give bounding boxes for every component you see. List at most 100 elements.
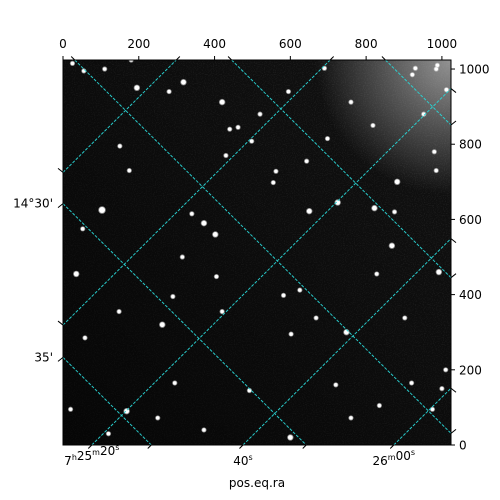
wcs-edge-tick <box>57 320 64 326</box>
wcs-edge-tick <box>389 444 395 449</box>
star <box>172 381 177 385</box>
wcs-edge-tick <box>450 88 457 93</box>
ra-grid-line <box>63 60 177 173</box>
star <box>201 220 207 226</box>
wcs-edge-tick <box>381 56 386 61</box>
star <box>73 271 79 277</box>
star <box>227 127 232 131</box>
star <box>118 144 122 148</box>
dec-grid-line <box>74 60 451 434</box>
bright-corner <box>63 60 451 445</box>
star <box>219 99 225 105</box>
wcs-edge-tick <box>227 56 232 61</box>
wcs-edge-tick <box>450 120 457 126</box>
wcs-edge-tick <box>57 168 64 173</box>
star <box>167 89 171 94</box>
star <box>434 168 439 173</box>
star <box>430 407 435 412</box>
star <box>334 383 338 387</box>
top-tick-label: 400 <box>203 37 226 51</box>
star <box>286 89 291 94</box>
ra-tick-label: 40s <box>233 453 252 468</box>
right-tick-label: 800 <box>459 138 482 152</box>
wcs-edge-tick <box>70 56 76 61</box>
star <box>249 139 254 144</box>
wcs-edge-tick <box>450 387 457 393</box>
star <box>335 200 341 205</box>
star <box>127 168 132 173</box>
right-tick-label: 1000 <box>459 63 490 77</box>
wcs-edge-tick <box>450 273 457 279</box>
right-tick-label: 600 <box>459 213 482 227</box>
star <box>236 125 240 130</box>
plot-frame <box>62 59 452 446</box>
star <box>214 274 219 279</box>
dec-grid-line <box>63 357 152 445</box>
star <box>443 368 448 372</box>
star <box>434 67 439 71</box>
ra-tick-label: 7h25m20s <box>64 443 119 468</box>
star <box>410 72 415 77</box>
top-tick-label: 0 <box>59 37 67 51</box>
star <box>344 329 349 335</box>
star <box>155 416 160 420</box>
coordinate-grid <box>63 60 451 445</box>
star <box>435 63 440 68</box>
star <box>372 205 377 211</box>
star <box>281 293 286 298</box>
star <box>181 79 186 85</box>
star <box>304 159 309 163</box>
top-tick-label: 200 <box>127 37 150 51</box>
wcs-edge-tick <box>57 357 64 362</box>
star <box>322 66 327 71</box>
right-tick-label: 0 <box>459 439 467 453</box>
star <box>124 408 130 414</box>
star <box>70 61 75 66</box>
ra-grid-line <box>91 88 451 445</box>
star <box>190 211 194 216</box>
star <box>202 428 206 432</box>
star <box>371 123 375 128</box>
star <box>444 87 449 92</box>
wcs-edge-tick <box>450 238 457 243</box>
star <box>394 179 400 185</box>
star <box>274 169 278 174</box>
top-tick-label: 800 <box>355 37 378 51</box>
dec-tick-label: 14°30' <box>13 197 53 211</box>
dec-grid-line <box>231 60 451 279</box>
wcs-edge-tick <box>147 444 152 449</box>
star <box>440 386 444 391</box>
wcs-edge-tick <box>57 203 64 209</box>
star <box>224 153 228 158</box>
ra-tick-label: 26m00s <box>373 448 416 468</box>
star <box>68 407 73 412</box>
star <box>106 431 111 436</box>
star <box>298 288 302 292</box>
star <box>374 272 379 276</box>
dec-tick-label: 35' <box>34 350 53 364</box>
top-tick-label: 600 <box>279 37 302 51</box>
wcs-edge-tick <box>87 444 93 449</box>
right-tick-label: 400 <box>459 288 482 302</box>
star <box>83 336 87 340</box>
star <box>392 210 397 214</box>
axis-ticks: 0 200 400 600 800 1000 0 200 400 600 800 1000 7h25m2… <box>13 37 489 468</box>
star <box>180 255 185 259</box>
stars-layer <box>67 60 450 441</box>
star <box>432 149 437 154</box>
star <box>99 207 106 214</box>
wcs-edge-tick <box>175 56 181 61</box>
wcs-edge-tick <box>329 56 335 61</box>
dec-grid-line <box>63 203 307 445</box>
x-axis-title: pos.eq.ra <box>229 476 285 490</box>
star <box>389 243 395 249</box>
star <box>171 294 175 299</box>
star <box>306 208 312 214</box>
star <box>314 316 318 320</box>
dec-grid-line <box>385 60 451 126</box>
star <box>325 136 330 141</box>
wcs-edge-tick <box>302 444 307 449</box>
star <box>212 232 218 237</box>
ra-grid-line <box>242 238 451 445</box>
